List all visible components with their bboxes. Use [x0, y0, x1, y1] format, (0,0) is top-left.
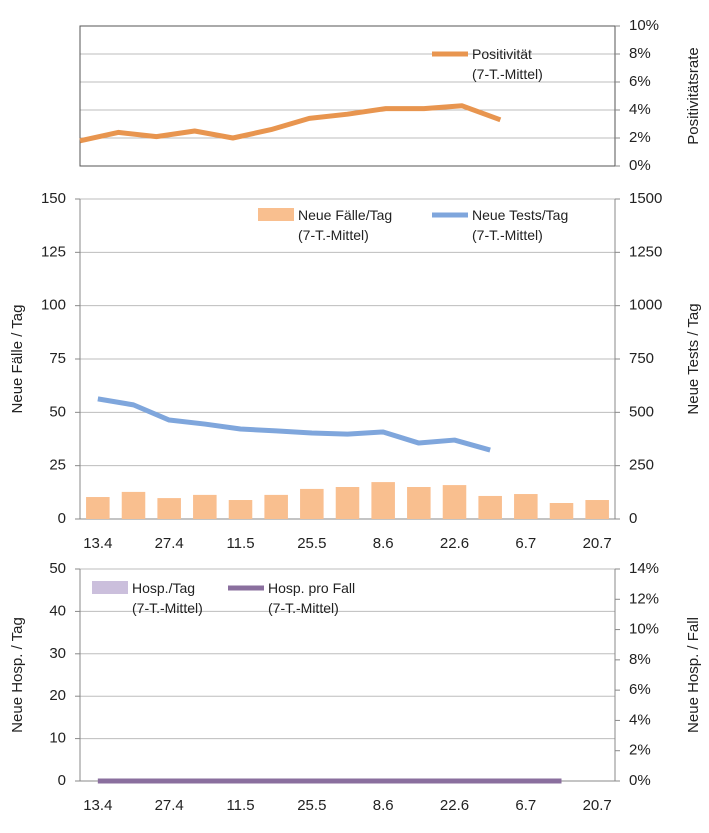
bar: [86, 497, 110, 519]
tick-label: 14%: [629, 560, 659, 577]
tick-label: 75: [49, 350, 66, 367]
tick-label: 100: [41, 297, 66, 314]
line: [97, 396, 491, 453]
tick-label: 25: [49, 457, 66, 474]
x-tick-label: 22.6: [440, 535, 469, 552]
tick-label: 1000: [629, 297, 662, 314]
bar: [193, 494, 217, 519]
tick-label: 2%: [629, 129, 651, 146]
legend-label: Hosp./Tag (7-T.-Mittel): [132, 580, 203, 616]
x-tick-label: 13.4: [83, 535, 112, 552]
line: [79, 103, 502, 144]
tick-label: 750: [629, 350, 654, 367]
tick-label: 4%: [629, 711, 651, 728]
bar: [585, 500, 609, 519]
tick-label: 10%: [629, 17, 659, 34]
x-tick-label: 8.6: [373, 535, 394, 552]
x-tick-label: 25.5: [297, 797, 326, 814]
legend-swatch: [92, 581, 128, 594]
x-tick-label: 6.7: [515, 797, 536, 814]
bar: [335, 487, 360, 519]
tick-label: 20: [49, 687, 66, 704]
x-tick-label: 6.7: [515, 535, 536, 552]
tick-label: 40: [49, 602, 66, 619]
tick-label: 0%: [629, 772, 651, 789]
tick-label: 0: [58, 772, 66, 789]
legend-swatch: [258, 208, 294, 221]
tick-label: 2%: [629, 742, 651, 759]
x-tick-label: 20.7: [583, 535, 612, 552]
tick-label: 0: [629, 510, 637, 527]
tick-label: 125: [41, 243, 66, 260]
y2-axis-title: Neue Hosp. / Fall: [685, 617, 702, 733]
x-tick-label: 11.5: [226, 797, 254, 814]
x-tick-label: 27.4: [155, 797, 184, 814]
tick-label: 4%: [629, 101, 651, 118]
x-tick-label: 22.6: [440, 797, 469, 814]
tick-label: 30: [49, 645, 66, 662]
bar: [264, 494, 288, 519]
tick-label: 50: [49, 403, 66, 420]
tick-label: 1500: [629, 190, 662, 207]
y2-axis-title: Neue Tests / Tag: [685, 303, 702, 414]
tick-label: 12%: [629, 590, 659, 607]
legend-label: Neue Fälle/Tag (7-T.-Mittel): [298, 207, 393, 243]
plot-frame: [79, 25, 616, 167]
bar: [514, 494, 538, 519]
legend-label: Neue Tests/Tag (7-T.-Mittel): [472, 207, 569, 243]
tick-label: 50: [49, 560, 66, 577]
bar: [228, 500, 253, 519]
x-tick-label: 20.7: [583, 797, 612, 814]
y-axis-title: Neue Fälle / Tag: [9, 305, 26, 414]
tick-label: 0: [58, 510, 66, 527]
legend-label: Hosp. pro Fall (7-T.-Mittel): [268, 580, 356, 616]
x-tick-label: 25.5: [297, 535, 326, 552]
y2-axis-title: Positivitätsrate: [685, 47, 702, 145]
x-tick-label: 27.4: [155, 535, 184, 552]
x-tick-label: 13.4: [83, 797, 112, 814]
tick-label: 1250: [629, 243, 662, 260]
x-tick-label: 11.5: [226, 535, 254, 552]
y-axis-title: Neue Hosp. / Tag: [9, 617, 26, 733]
tick-label: 0%: [629, 157, 651, 174]
tick-label: 8%: [629, 45, 651, 62]
bar: [121, 491, 146, 519]
bar: [300, 488, 324, 519]
tick-label: 250: [629, 457, 654, 474]
x-tick-label: 8.6: [373, 797, 394, 814]
tick-label: 150: [41, 190, 66, 207]
bar: [371, 482, 395, 519]
tick-label: 10: [49, 730, 66, 747]
tick-label: 10%: [629, 621, 659, 638]
bar: [549, 503, 574, 519]
bar: [478, 495, 502, 519]
tick-label: 500: [629, 403, 654, 420]
legend-label: Positivität (7-T.-Mittel): [472, 46, 543, 82]
tick-label: 8%: [629, 651, 651, 668]
bar: [407, 487, 431, 519]
bar: [157, 498, 181, 519]
bar: [442, 485, 467, 519]
tick-label: 6%: [629, 73, 651, 90]
tick-label: 6%: [629, 681, 651, 698]
